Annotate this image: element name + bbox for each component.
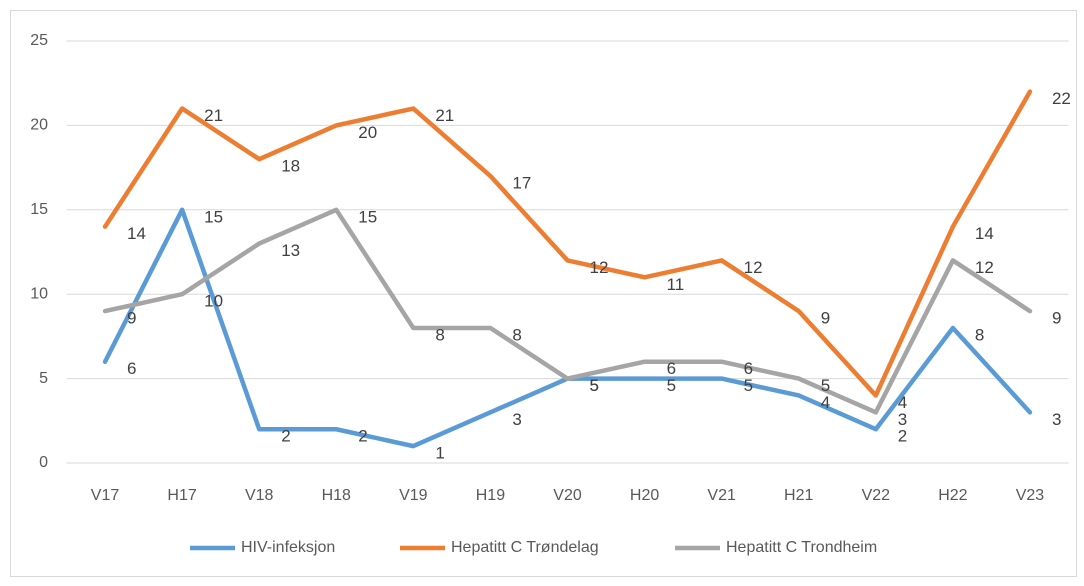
x-tick-label: V23 [1016,487,1045,504]
data-label: 3 [898,410,907,429]
legend-label: Hepatitt C Trøndelag [451,539,599,556]
chart-border [10,10,1077,577]
data-label: 5 [590,376,599,395]
data-label: 21 [435,106,454,125]
x-tick-label: V19 [399,487,428,504]
data-label: 5 [590,376,599,395]
x-tick-label: V17 [91,487,120,504]
y-tick-label: 25 [30,32,48,49]
data-label: 4 [821,393,830,412]
data-label: 8 [435,325,444,344]
x-tick-label: V20 [553,487,582,504]
data-label: 5 [744,376,753,395]
x-tick-label: H19 [476,487,505,504]
data-label: 20 [358,123,377,142]
y-tick-label: 15 [30,201,48,218]
data-label: 2 [281,427,290,446]
series-line [102,207,1033,415]
y-tick-label: 5 [39,370,48,387]
data-label: 5 [667,376,676,395]
legend-label: HIV-infeksjon [241,539,335,556]
legend-label: Hepatitt C Trondheim [726,539,877,556]
data-label: 6 [127,359,136,378]
data-label: 18 [281,157,300,176]
data-label: 17 [512,174,531,193]
x-tick-label: V22 [862,487,891,504]
data-label: 2 [358,427,367,446]
y-tick-label: 10 [30,285,48,302]
x-tick-label: V21 [707,487,736,504]
data-label: 11 [667,275,685,294]
x-tick-label: V18 [245,487,274,504]
data-label: 14 [975,224,994,243]
data-label: 6 [667,359,676,378]
data-label: 3 [1052,410,1061,429]
series-line [102,89,1033,398]
data-label: 15 [358,207,377,226]
data-label: 21 [204,106,223,125]
data-label: 5 [821,376,830,395]
data-label: 4 [898,393,907,412]
x-tick-label: H21 [784,487,813,504]
data-label: 8 [512,325,521,344]
x-tick-label: H17 [167,487,196,504]
data-label: 8 [975,325,984,344]
x-tick-label: H20 [630,487,659,504]
data-label: 9 [821,309,830,328]
data-label: 6 [744,359,753,378]
y-tick-label: 0 [39,454,48,471]
data-label: 12 [975,258,994,277]
data-label: 15 [204,207,223,226]
data-label: 3 [512,410,521,429]
data-label: 10 [204,292,223,311]
data-label: 1 [435,444,444,463]
data-label: 13 [281,241,300,260]
data-label: 12 [744,258,763,277]
data-label: 12 [590,258,609,277]
data-label: 22 [1052,89,1071,108]
data-label: 14 [127,224,146,243]
x-tick-label: H18 [322,487,351,504]
data-label: 9 [127,309,136,328]
data-label: 9 [1052,309,1061,328]
y-tick-label: 20 [30,117,48,134]
data-label: 2 [898,427,907,446]
x-tick-label: H22 [938,487,967,504]
